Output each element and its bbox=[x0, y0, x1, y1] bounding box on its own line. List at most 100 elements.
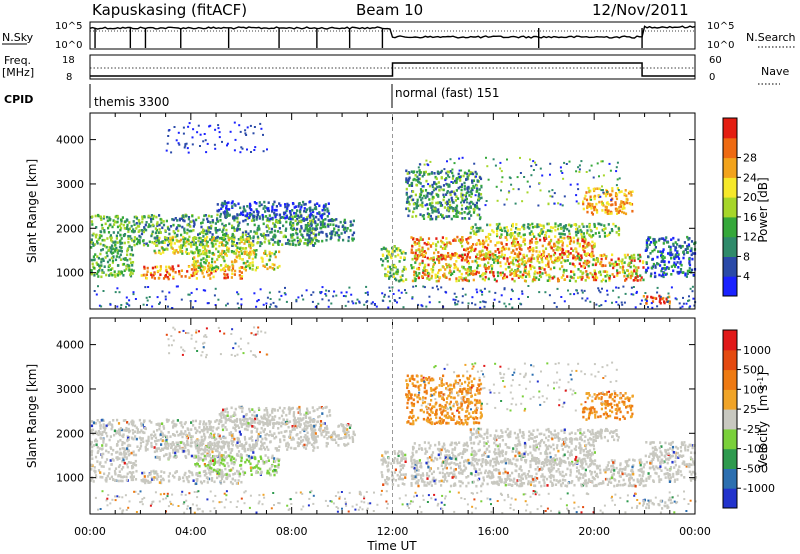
echo-cell bbox=[508, 176, 511, 179]
echo-cell bbox=[673, 257, 676, 261]
echo-cell bbox=[202, 235, 205, 238]
echo-cell bbox=[207, 230, 210, 233]
echo-cell bbox=[459, 211, 462, 215]
echo-cell bbox=[595, 202, 598, 206]
echo-cell bbox=[223, 259, 226, 263]
echo-cell bbox=[455, 189, 458, 192]
echo-cell bbox=[242, 210, 245, 213]
echo-cell bbox=[187, 125, 190, 128]
echo-cell bbox=[310, 213, 313, 217]
echo-cell bbox=[235, 255, 238, 258]
echo-cell bbox=[446, 190, 449, 193]
echo-cell bbox=[442, 257, 445, 260]
echo-cell bbox=[171, 307, 174, 310]
echo-cell bbox=[312, 217, 315, 220]
echo-cell bbox=[670, 286, 673, 289]
echo-cell bbox=[431, 197, 434, 201]
echo-cell bbox=[418, 263, 422, 266]
echo-cell bbox=[118, 291, 121, 294]
echo-cell bbox=[507, 262, 511, 266]
echo-cell bbox=[194, 431, 198, 435]
echo-cell bbox=[411, 296, 414, 299]
echo-cell bbox=[185, 248, 188, 251]
echo-cell bbox=[268, 214, 271, 217]
echo-cell bbox=[119, 447, 122, 451]
echo-cell bbox=[179, 250, 182, 254]
echo-cell bbox=[450, 181, 453, 183]
echo-cell bbox=[583, 289, 586, 292]
echo-cell bbox=[505, 275, 509, 279]
echo-cell bbox=[92, 244, 95, 247]
echo-cell bbox=[465, 192, 468, 195]
echo-cell bbox=[105, 251, 108, 255]
echo-cell bbox=[660, 269, 663, 273]
echo-cell bbox=[458, 176, 461, 179]
echo-cell bbox=[455, 206, 458, 210]
echo-cell bbox=[312, 210, 315, 214]
echo-cell bbox=[337, 225, 340, 228]
echo-cell bbox=[348, 286, 351, 289]
power-ylabel: Slant Range [km] bbox=[25, 159, 39, 263]
echo-cell bbox=[370, 302, 373, 305]
echo-cell bbox=[515, 247, 518, 251]
echo-cell bbox=[530, 237, 534, 241]
echo-cell bbox=[460, 169, 463, 172]
echo-cell bbox=[244, 218, 247, 222]
echo-cell bbox=[275, 449, 279, 452]
echo-cell bbox=[211, 436, 214, 440]
echo-cell bbox=[200, 258, 203, 262]
echo-cell bbox=[131, 429, 134, 432]
echo-cell bbox=[453, 254, 457, 257]
echo-cell bbox=[488, 255, 491, 258]
echo-cell bbox=[227, 250, 230, 253]
echo-cell bbox=[449, 170, 452, 173]
echo-cell bbox=[193, 256, 196, 259]
echo-cell bbox=[633, 259, 636, 262]
echo-cell bbox=[590, 255, 593, 258]
echo-cell bbox=[222, 204, 225, 207]
echo-cell bbox=[623, 261, 626, 264]
echo-cell bbox=[530, 230, 533, 233]
echo-cell bbox=[408, 202, 411, 206]
echo-cell bbox=[222, 228, 225, 232]
echo-cell bbox=[347, 239, 350, 243]
echo-cell bbox=[458, 169, 461, 172]
echo-cell bbox=[554, 228, 557, 232]
echo-cell bbox=[305, 216, 309, 219]
echo-cell bbox=[447, 252, 450, 255]
echo-cell bbox=[305, 210, 308, 214]
echo-cell bbox=[588, 225, 591, 229]
echo-cell bbox=[452, 201, 455, 204]
echo-cell bbox=[600, 254, 603, 257]
echo-cell bbox=[453, 192, 456, 195]
echo-cell bbox=[204, 214, 207, 217]
echo-cell bbox=[319, 291, 322, 294]
echo-cell bbox=[416, 254, 419, 257]
echo-cell bbox=[356, 298, 359, 301]
echo-cell bbox=[241, 235, 244, 239]
echo-cell bbox=[449, 257, 452, 261]
echo-cell bbox=[269, 303, 272, 306]
echo-cell bbox=[583, 242, 586, 245]
echo-cell bbox=[511, 222, 514, 226]
echo-cell bbox=[182, 132, 185, 135]
echo-cell bbox=[581, 291, 584, 294]
echo-cell bbox=[417, 177, 420, 181]
echo-cell bbox=[463, 211, 466, 214]
echo-cell bbox=[176, 239, 179, 243]
echo-cell bbox=[483, 305, 486, 308]
echo-cell bbox=[102, 465, 105, 468]
echo-cell bbox=[522, 233, 525, 237]
echo-cell bbox=[486, 267, 489, 270]
echo-cell bbox=[513, 252, 516, 255]
echo-cell bbox=[439, 245, 442, 248]
echo-cell bbox=[231, 267, 235, 270]
echo-cell bbox=[496, 271, 499, 274]
echo-cell bbox=[300, 214, 303, 217]
echo-cell bbox=[671, 253, 674, 256]
echo-cell bbox=[188, 235, 191, 239]
echo-cell bbox=[119, 306, 122, 309]
echo-cell bbox=[314, 234, 317, 237]
echo-cell bbox=[166, 437, 169, 440]
echo-cell bbox=[437, 259, 441, 262]
